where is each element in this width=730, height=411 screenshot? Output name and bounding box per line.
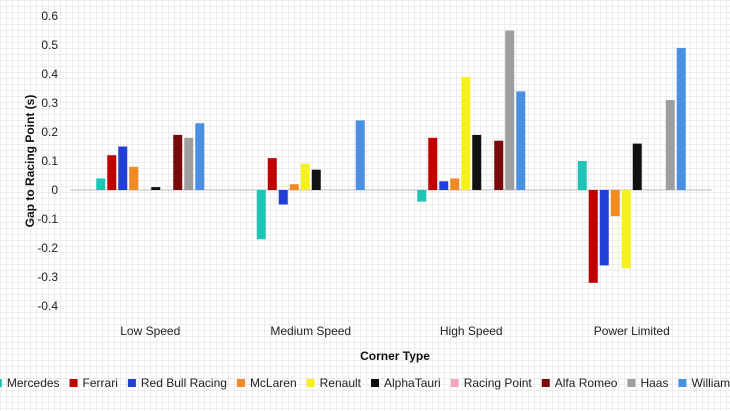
legend-marker [541, 379, 550, 387]
legend-item: Alfa Romeo [541, 376, 618, 390]
legend-label: Ferrari [83, 376, 118, 390]
bar-alfa-romeo-high-speed [494, 140, 504, 190]
legend-item: Mercedes [0, 376, 60, 390]
bar-haas-low-speed [184, 137, 194, 190]
bar-mclaren-high-speed [450, 178, 460, 190]
bar-ferrari-low-speed [107, 155, 117, 190]
bar-alphatauri-low-speed [151, 187, 161, 190]
legend-marker [236, 379, 245, 387]
y-axis-ticks: 0.6 0.5 0.4 0.3 0.2 0.1 0 -0.1 -0.2 -0.3 -0.4 [37, 9, 58, 313]
bar-alphatauri-medium-speed [311, 169, 321, 190]
bar-ferrari-high-speed [428, 137, 438, 190]
bar-williams-low-speed [195, 123, 205, 190]
y-tick-label: 0.4 [41, 67, 58, 81]
legend-item: Renault [306, 376, 362, 390]
legend-item: Red Bull Racing [127, 376, 227, 390]
x-category-label: High Speed [440, 324, 503, 338]
bar-red-bull-racing-power-limited [599, 190, 609, 266]
bars-group [96, 30, 686, 283]
y-tick-label: -0.1 [37, 212, 58, 226]
bar-mercedes-power-limited [577, 161, 587, 190]
x-axis-title: Corner Type [360, 349, 430, 363]
legend-marker [69, 379, 78, 387]
legend-marker [306, 379, 315, 387]
legend-marker [678, 379, 687, 387]
bar-renault-medium-speed [300, 163, 310, 190]
x-category-label: Medium Speed [270, 324, 351, 338]
bar-alfa-romeo-low-speed [173, 134, 183, 190]
y-tick-label: -0.4 [37, 299, 58, 313]
legend-label: Haas [640, 376, 668, 390]
bar-red-bull-racing-medium-speed [278, 190, 288, 205]
legend-item: Haas [627, 376, 668, 390]
legend-label: Racing Point [464, 376, 533, 390]
bar-ferrari-power-limited [588, 190, 598, 283]
legend-item: AlphaTauri [371, 376, 441, 390]
legend-marker [0, 379, 2, 387]
legend-label: Red Bull Racing [141, 376, 227, 390]
bar-mclaren-medium-speed [289, 184, 299, 190]
bar-mercedes-low-speed [96, 178, 106, 190]
legend-marker [371, 379, 379, 387]
bar-renault-high-speed [461, 76, 471, 190]
legend-marker [127, 379, 136, 387]
y-axis-title: Gap to Racing Point (s) [23, 95, 37, 228]
bar-mclaren-low-speed [129, 166, 139, 190]
legend-label: Williams [691, 376, 730, 390]
bar-mercedes-medium-speed [256, 190, 266, 240]
legend-item: Williams [678, 376, 730, 390]
y-tick-label: 0.5 [41, 38, 58, 52]
bar-alphatauri-power-limited [632, 143, 642, 190]
y-tick-label: 0.2 [41, 125, 58, 139]
legend-label: Mercedes [7, 376, 60, 390]
bar-ferrari-medium-speed [267, 158, 277, 190]
bar-mclaren-power-limited [610, 190, 620, 217]
x-axis-categories: Low Speed Medium Speed High Speed Power Lim… [120, 324, 670, 338]
y-tick-label: -0.2 [37, 241, 58, 255]
legend-label: AlphaTauri [384, 376, 441, 390]
legend-marker [450, 379, 459, 387]
bar-williams-high-speed [516, 91, 526, 190]
legend-marker [627, 379, 636, 387]
x-category-label: Low Speed [120, 324, 180, 338]
bar-haas-power-limited [665, 100, 675, 190]
bar-williams-power-limited [676, 47, 686, 191]
y-tick-label: 0.3 [41, 96, 58, 110]
bar-red-bull-racing-low-speed [118, 146, 128, 190]
legend-label: Renault [320, 376, 362, 390]
legend-item: Ferrari [69, 376, 118, 390]
bar-renault-power-limited [621, 190, 631, 269]
y-tick-label: 0 [51, 183, 58, 197]
legend-item: Racing Point [450, 376, 533, 390]
bar-red-bull-racing-high-speed [439, 181, 449, 190]
legend-label: McLaren [250, 376, 297, 390]
legend-label: Alfa Romeo [555, 376, 618, 390]
y-tick-label: -0.3 [37, 270, 58, 284]
x-category-label: Power Limited [594, 324, 670, 338]
legend: Mercedes Ferrari Red Bull Racing McLaren Ren… [0, 376, 730, 390]
bar-alphatauri-high-speed [472, 134, 482, 190]
legend-item: McLaren [236, 376, 297, 390]
y-tick-label: 0.6 [41, 9, 58, 23]
bar-haas-high-speed [505, 30, 515, 190]
bar-mercedes-high-speed [417, 190, 427, 202]
y-tick-label: 0.1 [41, 154, 58, 168]
bar-williams-medium-speed [355, 120, 365, 190]
